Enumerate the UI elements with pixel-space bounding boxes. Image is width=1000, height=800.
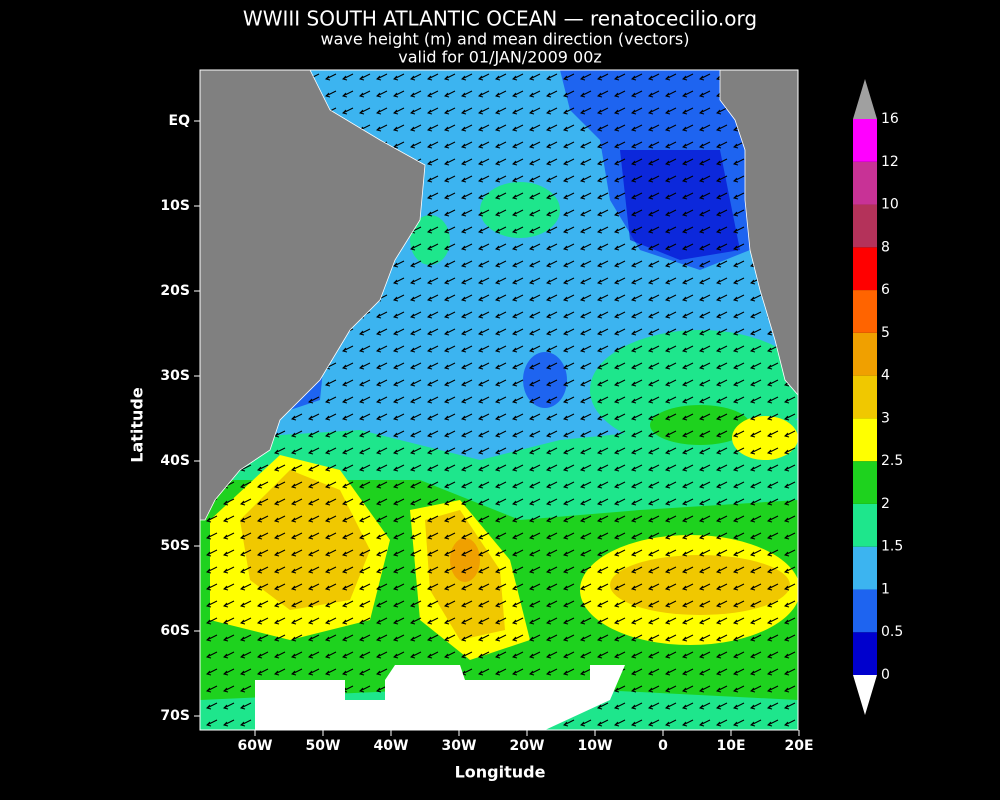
x-tick-label: 0 bbox=[658, 738, 668, 754]
colorbar-bin bbox=[853, 119, 877, 162]
colorbar-label: 1.5 bbox=[881, 539, 903, 555]
x-tick-label: 20W bbox=[510, 738, 545, 754]
colorbar-bin bbox=[853, 290, 877, 333]
colorbar-over bbox=[853, 79, 877, 119]
map-subtitle: wave height (m) and mean direction (vect… bbox=[321, 30, 690, 49]
colorbar-label: 2.5 bbox=[881, 453, 903, 469]
colorbar-bin bbox=[853, 589, 877, 633]
colorbar-bin bbox=[853, 418, 877, 462]
y-tick-label: 30S bbox=[160, 368, 190, 384]
colorbar-label: 16 bbox=[881, 111, 899, 127]
colorbar-label: 8 bbox=[881, 239, 890, 255]
x-tick-label: 40W bbox=[374, 738, 409, 754]
colorbar-bin bbox=[853, 503, 877, 547]
y-tick-label: 50S bbox=[160, 538, 190, 554]
y-tick-label: 70S bbox=[160, 708, 190, 724]
colorbar-bin bbox=[853, 461, 877, 504]
colorbar-label: 10 bbox=[881, 197, 899, 213]
y-tick-label: 20S bbox=[160, 283, 190, 299]
colorbar-bin bbox=[853, 632, 877, 675]
plot-frame bbox=[199, 69, 799, 731]
x-tick-label: 20E bbox=[784, 738, 813, 754]
x-tick-label: 60W bbox=[238, 738, 273, 754]
map-title: WWIII SOUTH ATLANTIC OCEAN — renatocecil… bbox=[243, 7, 757, 31]
y-tick-label: 60S bbox=[160, 623, 190, 639]
y-tick-label: 40S bbox=[160, 453, 190, 469]
y-tick-label: 10S bbox=[160, 198, 190, 214]
wave-field bbox=[200, 70, 798, 730]
y-tick-label: EQ bbox=[169, 113, 191, 129]
africa bbox=[719, 70, 798, 396]
colorbar-label: 3 bbox=[881, 410, 890, 426]
colorbar-label: 0.5 bbox=[881, 624, 903, 640]
colorbar-label: 2 bbox=[881, 496, 890, 512]
colorbar-bin bbox=[853, 332, 877, 376]
colorbar-bin bbox=[853, 204, 877, 248]
colorbar-bin bbox=[853, 247, 877, 291]
colorbar-bin bbox=[853, 161, 877, 205]
x-tick-label: 10E bbox=[716, 738, 745, 754]
valid-time: valid for 01/JAN/2009 00z bbox=[398, 48, 602, 67]
colorbar-label: 0 bbox=[881, 667, 890, 683]
x-axis-label: Longitude bbox=[455, 763, 546, 782]
colorbar-label: 6 bbox=[881, 282, 890, 298]
colorbar-label: 4 bbox=[881, 368, 890, 384]
colorbar-label: 5 bbox=[881, 325, 890, 341]
x-tick-label: 50W bbox=[306, 738, 341, 754]
colorbar-label: 12 bbox=[881, 154, 899, 170]
x-tick-label: 10W bbox=[578, 738, 613, 754]
colorbar-bin bbox=[853, 546, 877, 590]
antarctica bbox=[255, 665, 625, 730]
colorbar-under bbox=[853, 675, 877, 715]
south-america bbox=[200, 70, 426, 521]
x-tick-label: 30W bbox=[442, 738, 477, 754]
colorbar-label: 1 bbox=[881, 581, 890, 597]
colorbar-bin bbox=[853, 375, 877, 419]
y-axis-label: Latitude bbox=[128, 387, 147, 463]
